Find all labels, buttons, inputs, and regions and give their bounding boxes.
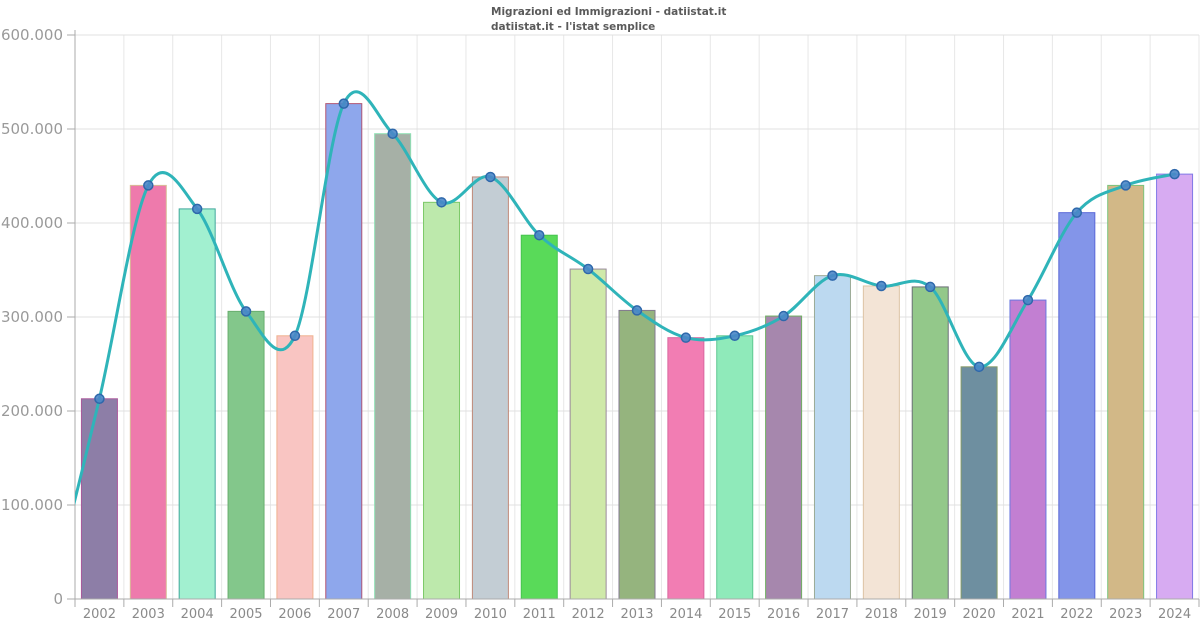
x-axis-label-2014: 2014 (669, 607, 702, 622)
line-marker-2005[interactable] (240, 306, 252, 317)
x-axis-label-2003: 2003 (132, 607, 165, 622)
line-marker-2008[interactable] (387, 128, 398, 139)
bar-2024[interactable] (1156, 173, 1194, 600)
line-marker-2010[interactable] (485, 171, 496, 183)
line-marker-2002[interactable] (94, 393, 105, 405)
x-axis-label-2021: 2021 (1011, 607, 1044, 622)
x-axis-label-2008: 2008 (376, 607, 409, 622)
x-axis-label-2002: 2002 (83, 607, 116, 622)
bar-2006[interactable] (276, 335, 314, 600)
bar-2005[interactable] (227, 310, 265, 600)
bar-2012[interactable] (569, 268, 607, 600)
line-marker-2013[interactable] (631, 305, 643, 316)
bar-2002[interactable] (80, 398, 118, 600)
y-axis-label: 500.000 (1, 120, 63, 138)
x-axis-label-2010: 2010 (474, 607, 507, 622)
x-axis-label-2012: 2012 (572, 607, 605, 622)
bar-2007[interactable] (325, 103, 363, 600)
y-axis-label: 600.000 (1, 26, 63, 44)
line-marker-2018[interactable] (876, 280, 887, 292)
bar-2020[interactable] (960, 366, 998, 600)
line-marker-2022[interactable] (1071, 207, 1083, 218)
line-marker-2003[interactable] (143, 180, 154, 191)
x-axis-label-2005: 2005 (229, 607, 262, 622)
x-axis-label-2006: 2006 (278, 607, 311, 622)
bar-2014[interactable] (667, 337, 705, 600)
bar-2023[interactable] (1107, 184, 1145, 600)
bar-2016[interactable] (765, 315, 803, 600)
x-axis-label-2024: 2024 (1158, 607, 1191, 622)
y-axis-label: 200.000 (1, 402, 63, 420)
y-axis-label: 400.000 (1, 214, 63, 232)
line-marker-2006[interactable] (289, 330, 301, 342)
x-axis-label-2020: 2020 (963, 607, 996, 622)
x-axis-label-2016: 2016 (767, 607, 800, 622)
line-marker-2021[interactable] (1022, 294, 1034, 306)
x-axis-label-2019: 2019 (914, 607, 947, 622)
x-axis-label-2007: 2007 (327, 607, 360, 622)
x-axis-label-2011: 2011 (523, 607, 556, 622)
line-marker-2017[interactable] (827, 270, 838, 281)
x-axis-label-2009: 2009 (425, 607, 458, 622)
x-axis-label-2018: 2018 (865, 607, 898, 622)
x-axis-label-2015: 2015 (718, 607, 751, 622)
x-axis-label-2023: 2023 (1109, 607, 1142, 622)
y-axis-label: 0 (53, 590, 63, 608)
line-marker-2012[interactable] (582, 263, 594, 275)
x-axis-label-2017: 2017 (816, 607, 849, 622)
x-axis-label-2004: 2004 (181, 607, 214, 622)
bar-2004[interactable] (178, 208, 216, 600)
line-marker-2016[interactable] (778, 310, 789, 322)
chart-title-block: Migrazioni ed Immigrazioni - datiistat.i… (491, 5, 726, 35)
bar-2013[interactable] (618, 309, 656, 600)
bar-2017[interactable] (813, 275, 851, 600)
bar-2008[interactable] (374, 133, 412, 600)
chart-title: Migrazioni ed Immigrazioni - datiistat.i… (491, 6, 727, 18)
line-marker-2023[interactable] (1120, 180, 1131, 191)
bar-2010[interactable] (471, 176, 509, 600)
line-marker-2004[interactable] (191, 203, 203, 215)
line-marker-2014[interactable] (680, 332, 692, 343)
line-marker-2007[interactable] (338, 98, 350, 109)
bar-2009[interactable] (423, 201, 461, 600)
bar-2015[interactable] (716, 335, 754, 600)
line-marker-2009[interactable] (436, 197, 447, 208)
x-axis-label-2022: 2022 (1060, 607, 1093, 622)
bar-2018[interactable] (862, 285, 900, 600)
bar-2011[interactable] (520, 234, 558, 600)
bar-2021[interactable] (1009, 299, 1047, 600)
y-axis-label: 100.000 (1, 496, 63, 514)
line-marker-2019[interactable] (924, 281, 936, 293)
y-axis-label: 300.000 (1, 308, 63, 326)
bar-2019[interactable] (911, 286, 949, 600)
bar-2022[interactable] (1058, 212, 1096, 600)
bar-2003[interactable] (129, 184, 167, 600)
x-axis-label-2013: 2013 (620, 607, 653, 622)
line-marker-2011[interactable] (534, 229, 545, 241)
line-marker-2015[interactable] (729, 330, 740, 342)
chart-subtitle: datiistat.it - l'istat semplice (491, 21, 656, 33)
line-marker-2020[interactable] (973, 361, 985, 373)
line-marker-2024[interactable] (1169, 168, 1180, 180)
